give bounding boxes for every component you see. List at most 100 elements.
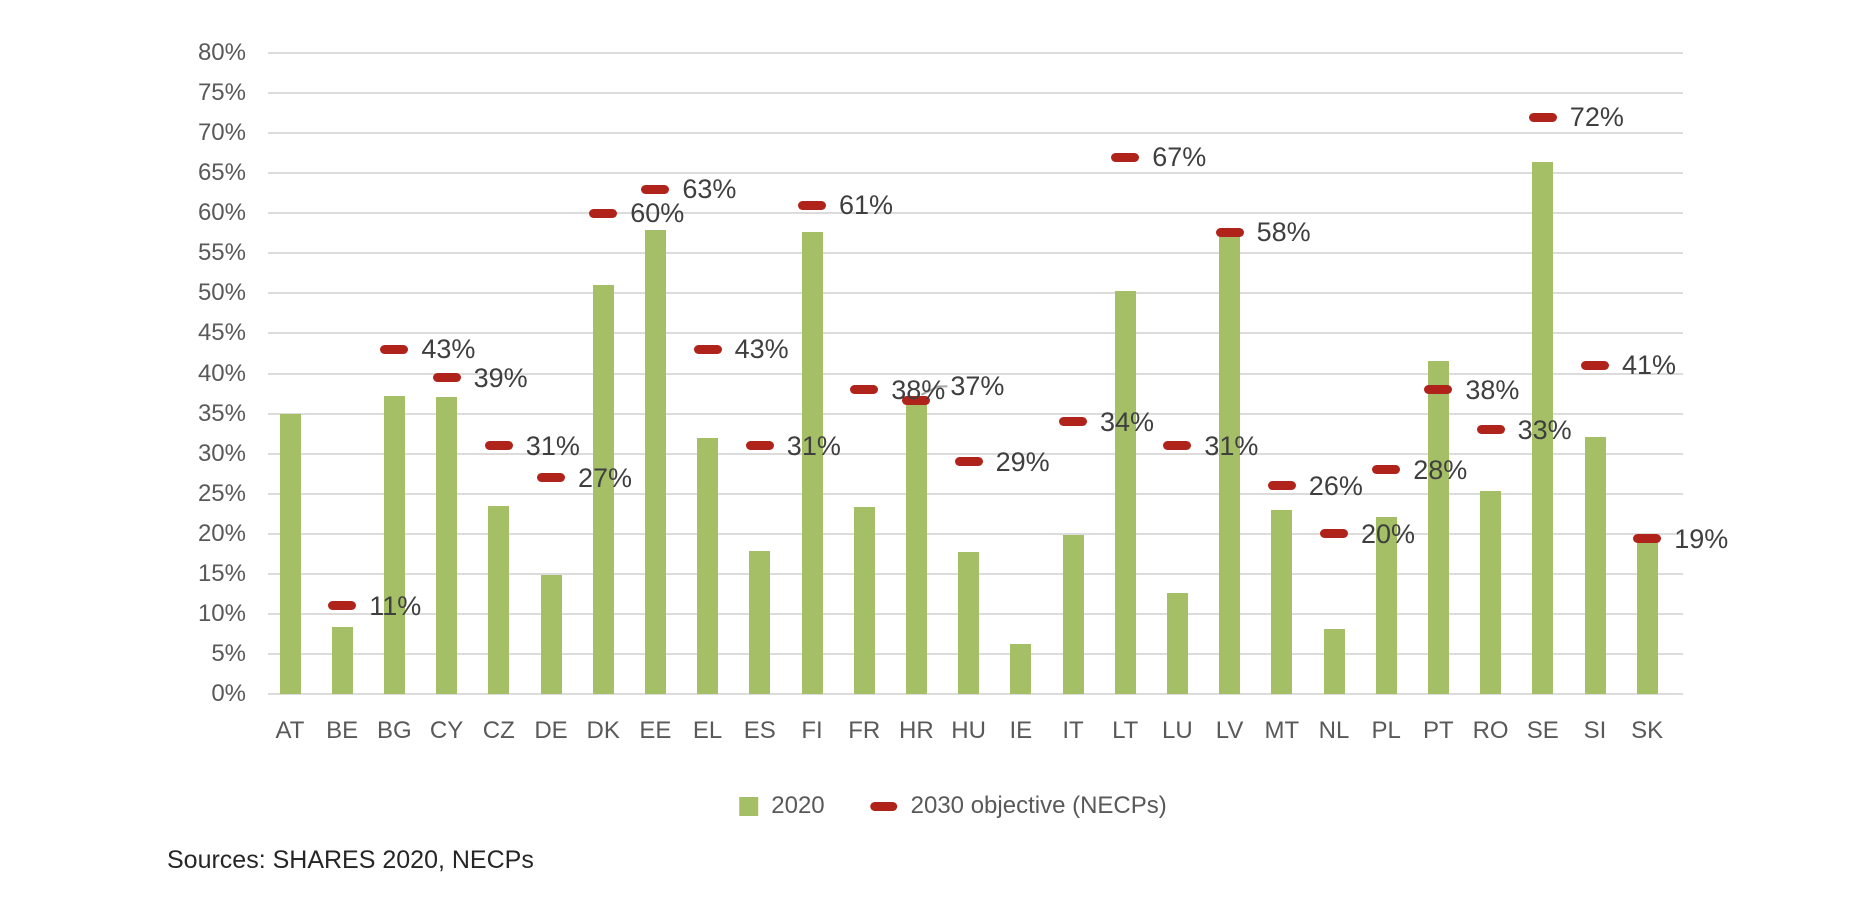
gridline	[268, 372, 1683, 375]
x-axis-category-label: DE	[534, 717, 568, 744]
x-axis-category-label: RO	[1472, 717, 1509, 744]
bar-2020	[279, 413, 301, 694]
objective-value-label: 34%	[1100, 406, 1155, 437]
x-axis-category-label: LV	[1215, 717, 1244, 744]
objective-value-label: 72%	[1569, 102, 1624, 133]
objective-value-label: 39%	[473, 362, 528, 393]
y-axis-tick-label: 25%	[197, 479, 246, 507]
legend-2030-label: 2030 objective (NECPs)	[910, 792, 1167, 819]
x-axis-category-label: FR	[848, 717, 881, 744]
objective-value-label: 58%	[1256, 217, 1311, 248]
bar-2020	[853, 506, 875, 694]
gridline	[268, 252, 1683, 255]
gridline	[268, 492, 1683, 495]
objective-value-label: 60%	[630, 198, 685, 229]
bar-2020	[1480, 491, 1502, 694]
bar-2020	[592, 284, 614, 694]
objective-value-label: 28%	[1413, 454, 1468, 485]
legend-2020-label: 2020	[771, 792, 825, 819]
x-axis-category-label: CY	[429, 717, 464, 744]
gridline	[268, 292, 1683, 295]
objective-value-label: 63%	[682, 174, 737, 205]
x-axis-category-label: AT	[275, 717, 305, 744]
objective-value-label: 27%	[578, 462, 633, 493]
y-axis-tick-label: 10%	[197, 599, 246, 627]
y-axis-tick-label: 80%	[197, 39, 246, 66]
y-axis-tick-label: 45%	[197, 319, 246, 347]
objective-value-label: 19%	[1674, 523, 1729, 554]
y-axis-tick-label: 15%	[197, 559, 246, 587]
objective-dash	[1476, 425, 1505, 435]
y-axis-tick-label: 60%	[197, 199, 246, 227]
bar-2020	[1427, 361, 1449, 694]
objective-value-label: 31%	[786, 430, 841, 461]
objective-dash	[902, 396, 931, 406]
bar-2020	[1271, 509, 1293, 694]
bar-2020	[488, 505, 510, 694]
objective-value-label: 31%	[1204, 430, 1259, 461]
y-axis-tick-label: 70%	[197, 119, 246, 147]
bar-2020	[1114, 290, 1136, 694]
x-axis-category-label: LU	[1162, 717, 1193, 744]
gridline	[268, 532, 1683, 535]
x-axis-category-label: CZ	[482, 717, 515, 744]
x-axis-category-label: PL	[1371, 717, 1401, 744]
bar-2020	[1010, 643, 1032, 694]
objective-value-label: 67%	[1152, 142, 1207, 173]
bar-2020	[331, 626, 353, 694]
bar-2020	[1062, 534, 1084, 694]
x-axis-category-label: FI	[801, 717, 823, 744]
x-axis-category-label: EL	[692, 717, 723, 744]
objective-value-label: 26%	[1308, 470, 1363, 501]
objective-dash	[850, 385, 879, 395]
bar-2020	[697, 438, 719, 694]
x-axis-category-label: BE	[326, 717, 359, 744]
x-axis-category-label: SE	[1526, 717, 1559, 744]
objective-dash	[1372, 465, 1401, 475]
objective-value-label: 37%	[950, 371, 1005, 402]
objective-dash	[328, 601, 357, 611]
bar-2020	[958, 552, 980, 694]
gridline	[268, 332, 1683, 335]
x-axis-category-label: LT	[1112, 717, 1139, 744]
objective-dash	[537, 473, 565, 483]
bar-2020	[905, 398, 927, 694]
objective-value-label: 31%	[525, 430, 580, 461]
objective-dash	[380, 344, 409, 354]
objective-value-label: 20%	[1361, 518, 1416, 549]
objective-dash	[745, 441, 774, 451]
plot-area: 80% 75% 70% 65% 60% 55% 50% 45% 40% 35% 30% 25% 20% 1…	[198, 39, 1728, 744]
x-axis-category-label: MT	[1264, 717, 1300, 744]
objective-dash	[1581, 360, 1609, 370]
objective-dash	[1267, 481, 1296, 491]
objective-dash	[1633, 534, 1662, 544]
bar-2020	[1532, 161, 1554, 694]
gridline	[268, 172, 1683, 175]
objective-dash	[798, 200, 826, 210]
objective-dash	[1059, 417, 1087, 427]
x-axis-category-label: HR	[899, 717, 934, 744]
bar-2020	[749, 550, 771, 694]
x-axis-category-label: PT	[1423, 717, 1454, 744]
objective-value-label: 11%	[369, 590, 422, 621]
objective-dash	[954, 457, 983, 467]
y-axis-tick-label: 65%	[197, 159, 246, 187]
y-axis-tick-label: 40%	[197, 359, 246, 387]
bar-2020	[644, 230, 666, 694]
bar-2020	[1166, 593, 1188, 694]
objective-dash	[484, 441, 513, 451]
objective-dash	[641, 184, 670, 194]
objective-value-label: 41%	[1622, 350, 1677, 381]
objective-value-label: 29%	[995, 446, 1050, 477]
gridline	[268, 52, 1683, 54]
x-axis-category-label: DK	[586, 717, 620, 744]
bar-2020	[1219, 236, 1241, 694]
y-axis-tick-label: 75%	[197, 79, 246, 107]
legend: 2020 2030 objective (NECPs)	[739, 792, 1167, 820]
gridline	[268, 693, 1683, 695]
x-axis-category-label: EE	[639, 717, 672, 744]
objective-dash	[1215, 227, 1244, 237]
sources-note: Sources: SHARES 2020, NECPs	[167, 846, 534, 874]
y-axis-tick-label: 50%	[197, 279, 246, 307]
